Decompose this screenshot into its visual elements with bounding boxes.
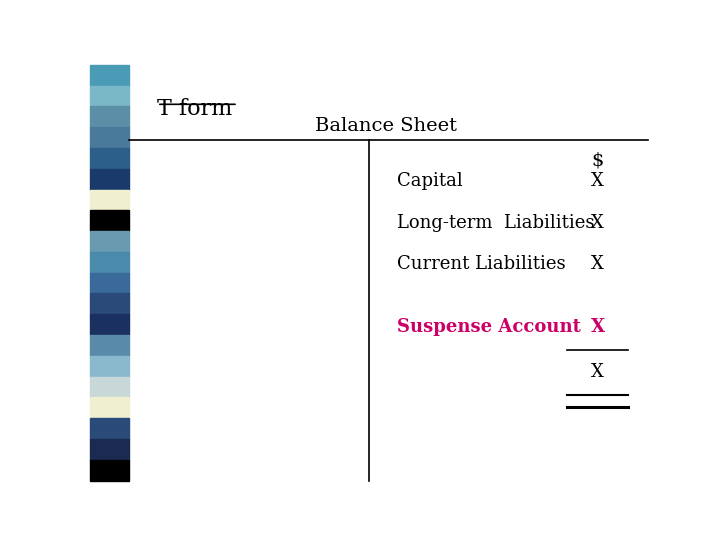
Bar (90, 85, 129, 106)
Text: T form: T form (157, 98, 233, 120)
Bar (90, 356, 129, 377)
Text: $: $ (592, 151, 604, 170)
Bar (90, 460, 129, 481)
Bar (90, 190, 129, 211)
Text: Long-term  Liabilities: Long-term Liabilities (397, 214, 595, 232)
Text: Capital: Capital (397, 172, 463, 190)
Text: Suspense Account: Suspense Account (397, 318, 581, 336)
Bar (90, 418, 129, 439)
Bar (90, 106, 129, 127)
Bar (90, 252, 129, 273)
Bar (90, 314, 129, 335)
Bar (90, 397, 129, 418)
Text: X: X (591, 172, 604, 190)
Text: X: X (590, 318, 605, 336)
Bar (90, 335, 129, 356)
Text: Current Liabilities: Current Liabilities (397, 255, 565, 273)
Bar (90, 65, 129, 85)
Bar (90, 294, 129, 314)
Bar (90, 168, 129, 190)
Bar (90, 148, 129, 168)
Bar (90, 210, 129, 231)
Bar (90, 231, 129, 252)
Text: Balance Sheet: Balance Sheet (315, 118, 456, 136)
Bar (90, 439, 129, 460)
Bar (90, 127, 129, 148)
Text: X: X (591, 255, 604, 273)
Text: X: X (591, 214, 604, 232)
Bar (90, 273, 129, 294)
Text: X: X (591, 363, 604, 381)
Bar (90, 377, 129, 397)
